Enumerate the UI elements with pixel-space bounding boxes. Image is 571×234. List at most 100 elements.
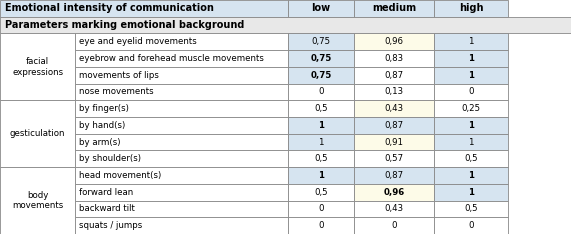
Text: 1: 1 xyxy=(468,171,474,180)
Bar xyxy=(434,84,508,100)
Bar xyxy=(354,201,434,217)
Bar xyxy=(288,0,354,17)
Bar xyxy=(288,117,354,134)
Text: 0,57: 0,57 xyxy=(384,154,404,163)
Text: 1: 1 xyxy=(468,138,474,146)
Text: 0,5: 0,5 xyxy=(464,205,478,213)
Bar xyxy=(288,50,354,67)
Text: 0,43: 0,43 xyxy=(384,205,404,213)
Bar xyxy=(0,167,75,234)
Bar xyxy=(434,217,508,234)
Bar xyxy=(75,84,288,100)
Bar xyxy=(434,50,508,67)
Text: 0,75: 0,75 xyxy=(312,37,331,46)
Bar xyxy=(434,150,508,167)
Text: 0,25: 0,25 xyxy=(461,104,481,113)
Text: 0,96: 0,96 xyxy=(383,188,405,197)
Bar xyxy=(354,84,434,100)
Bar xyxy=(288,201,354,217)
Text: 0,5: 0,5 xyxy=(315,104,328,113)
Bar xyxy=(288,100,354,117)
Text: by finger(s): by finger(s) xyxy=(79,104,128,113)
Bar xyxy=(434,100,508,117)
Bar xyxy=(434,117,508,134)
Text: 0,87: 0,87 xyxy=(384,171,404,180)
Bar xyxy=(354,150,434,167)
Bar xyxy=(354,0,434,17)
Text: eye and eyelid movements: eye and eyelid movements xyxy=(79,37,196,46)
Text: 0: 0 xyxy=(319,88,324,96)
Text: 1: 1 xyxy=(468,121,474,130)
Bar xyxy=(288,150,354,167)
Bar xyxy=(434,167,508,184)
Bar xyxy=(75,167,288,184)
Bar xyxy=(434,201,508,217)
Text: by arm(s): by arm(s) xyxy=(79,138,120,146)
Bar xyxy=(75,184,288,201)
Bar xyxy=(434,134,508,150)
Bar xyxy=(354,67,434,84)
Bar xyxy=(0,100,75,167)
Bar xyxy=(434,33,508,50)
Text: 0,75: 0,75 xyxy=(311,54,332,63)
Bar xyxy=(288,217,354,234)
Text: low: low xyxy=(312,3,331,13)
Text: by shoulder(s): by shoulder(s) xyxy=(79,154,141,163)
Bar xyxy=(434,0,508,17)
Bar xyxy=(288,184,354,201)
Text: 0,43: 0,43 xyxy=(384,104,404,113)
Text: 1: 1 xyxy=(468,54,474,63)
Text: 0,5: 0,5 xyxy=(464,154,478,163)
Bar xyxy=(354,50,434,67)
Bar xyxy=(434,67,508,84)
Text: eyebrow and forehead muscle movements: eyebrow and forehead muscle movements xyxy=(79,54,264,63)
Text: forward lean: forward lean xyxy=(79,188,133,197)
Bar xyxy=(288,67,354,84)
Text: 0,5: 0,5 xyxy=(315,188,328,197)
Bar xyxy=(75,100,288,117)
Text: squats / jumps: squats / jumps xyxy=(79,221,142,230)
Text: 1: 1 xyxy=(468,71,474,80)
Text: 0,5: 0,5 xyxy=(315,154,328,163)
Text: 1: 1 xyxy=(318,121,324,130)
Text: 0: 0 xyxy=(468,88,474,96)
Text: backward tilt: backward tilt xyxy=(79,205,135,213)
Text: nose movements: nose movements xyxy=(79,88,154,96)
Text: head movement(s): head movement(s) xyxy=(79,171,161,180)
Text: 0: 0 xyxy=(319,221,324,230)
Text: 0,13: 0,13 xyxy=(384,88,404,96)
Text: 1: 1 xyxy=(468,37,474,46)
Bar xyxy=(0,33,75,100)
Bar xyxy=(75,33,288,50)
Text: movements of lips: movements of lips xyxy=(79,71,159,80)
Text: Emotional intensity of communication: Emotional intensity of communication xyxy=(5,3,214,13)
Bar xyxy=(75,134,288,150)
Bar xyxy=(288,33,354,50)
Bar xyxy=(75,150,288,167)
Text: 1: 1 xyxy=(468,188,474,197)
Bar xyxy=(288,167,354,184)
Bar xyxy=(0,17,571,33)
Bar xyxy=(75,201,288,217)
Text: body
movements: body movements xyxy=(12,191,63,210)
Bar xyxy=(288,84,354,100)
Text: 0,91: 0,91 xyxy=(384,138,404,146)
Text: medium: medium xyxy=(372,3,416,13)
Text: 1: 1 xyxy=(319,138,324,146)
Bar xyxy=(434,184,508,201)
Text: 0: 0 xyxy=(391,221,397,230)
Text: gesticulation: gesticulation xyxy=(10,129,66,138)
Text: 0,87: 0,87 xyxy=(384,71,404,80)
Text: Parameters marking emotional background: Parameters marking emotional background xyxy=(5,20,244,30)
Bar xyxy=(75,50,288,67)
Bar xyxy=(75,67,288,84)
Bar xyxy=(354,33,434,50)
Bar xyxy=(354,184,434,201)
Text: by hand(s): by hand(s) xyxy=(79,121,125,130)
Bar xyxy=(354,167,434,184)
Text: 0,96: 0,96 xyxy=(384,37,404,46)
Bar xyxy=(288,134,354,150)
Bar xyxy=(75,217,288,234)
Bar xyxy=(354,217,434,234)
Bar xyxy=(354,134,434,150)
